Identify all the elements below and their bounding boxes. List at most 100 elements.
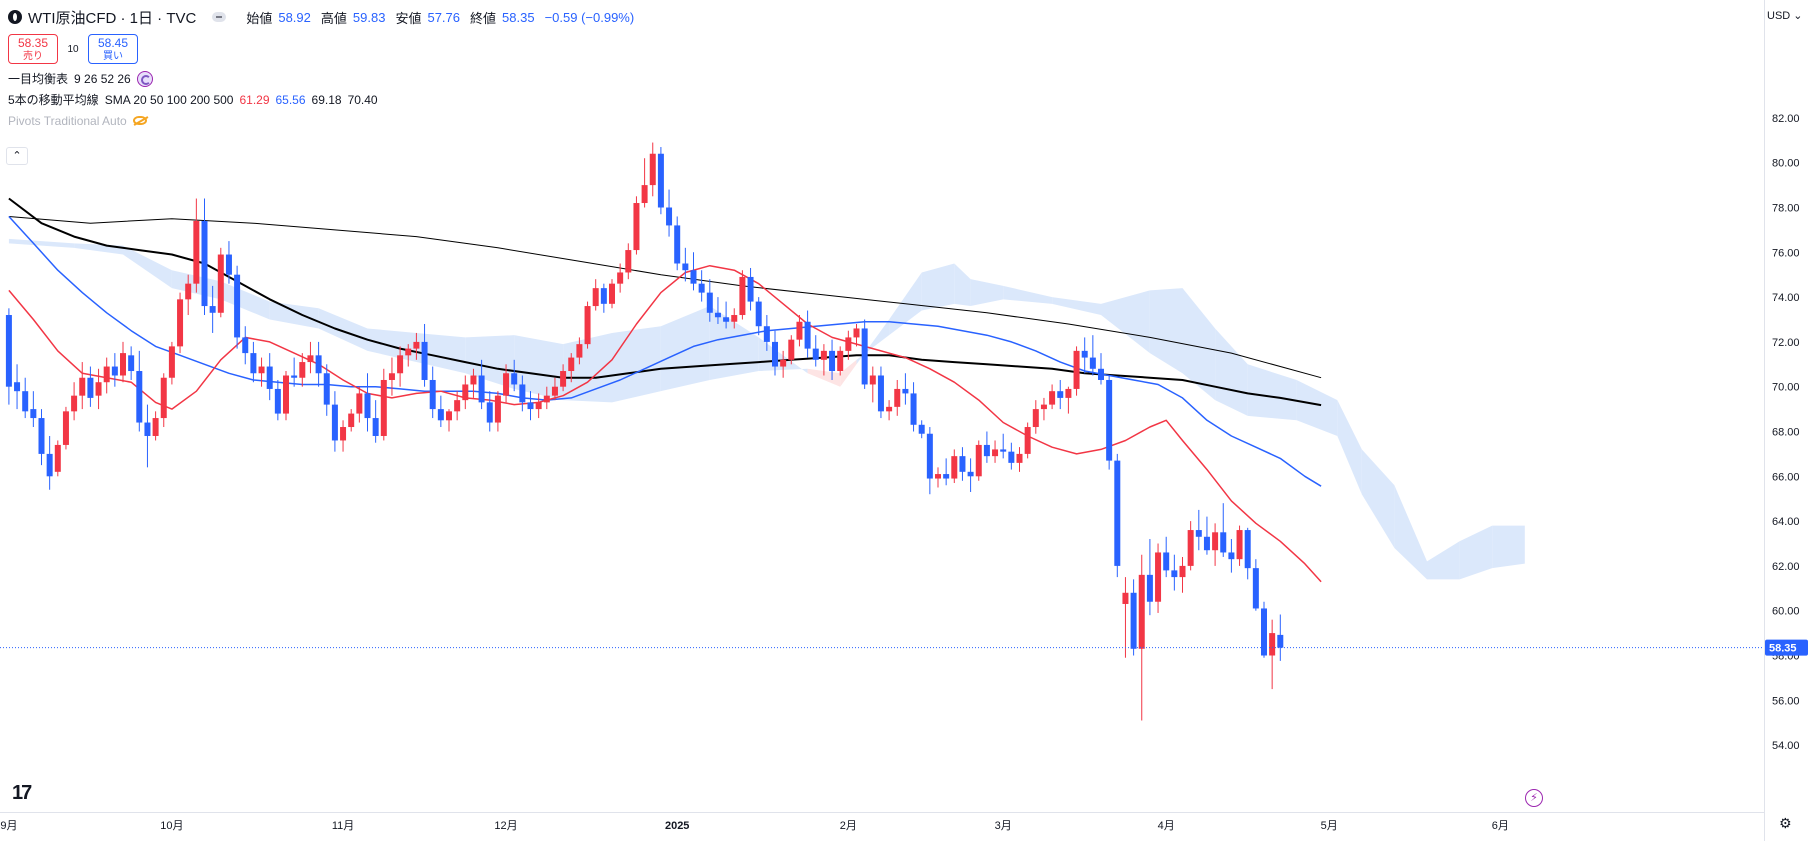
candle-body [87, 377, 94, 398]
candle [201, 198, 208, 316]
cloud-segment [465, 335, 515, 389]
candle-body [511, 373, 518, 385]
bolt-icon[interactable]: ⚡ [1525, 789, 1543, 807]
candle-body [307, 355, 314, 363]
candle [429, 366, 436, 419]
currency-selector[interactable]: USD ⌄ [1767, 9, 1803, 22]
candle [625, 243, 632, 280]
tradingview-logo-icon[interactable]: 17 [12, 782, 32, 804]
x-tick-label: 10月 [160, 820, 183, 832]
candle [1000, 433, 1007, 459]
candle-body [584, 306, 591, 345]
y-tick-label: 80.00 [1772, 158, 1800, 170]
candle [918, 420, 925, 439]
ma-name: 5本の移動平均線 [8, 93, 99, 107]
low-value: 57.76 [427, 9, 461, 25]
y-tick-label: 66.00 [1772, 471, 1800, 483]
sell-button[interactable]: 58.35 売り [8, 34, 58, 64]
x-tick-label: 11月 [332, 820, 354, 832]
cloud-segment [269, 301, 319, 329]
candle [535, 393, 542, 419]
x-tick-label: 2025 [665, 820, 689, 832]
candle [315, 341, 322, 387]
candle [1008, 442, 1015, 470]
indicator-ma[interactable]: 5本の移動平均線 SMA 20 50 100 200 500 61.29 65.… [8, 89, 634, 110]
candle [1146, 539, 1153, 616]
candle-body [1163, 552, 1170, 571]
open-label: 始値 [246, 10, 273, 26]
indicator-ichimoku[interactable]: 一目均衡表 9 26 52 26 [8, 68, 634, 89]
candle-body [1032, 409, 1039, 428]
buy-button[interactable]: 58.45 買い [88, 34, 138, 64]
candle-body [79, 377, 86, 396]
candle-body [649, 153, 656, 186]
candle-body [177, 299, 184, 347]
candle-body [812, 348, 819, 360]
candle-body [788, 339, 795, 360]
candle [772, 330, 778, 376]
candle [576, 337, 583, 365]
candle-body [1212, 532, 1219, 551]
candle [845, 330, 852, 360]
low-label: 安値 [395, 10, 422, 26]
candle-body [943, 474, 950, 479]
candle-body [1195, 530, 1202, 537]
candle [1114, 453, 1121, 578]
eye-hidden-icon[interactable] [132, 116, 147, 125]
pivots-name: Pivots Traditional Auto [8, 113, 127, 128]
cloud-segment [563, 332, 612, 403]
candle [397, 346, 404, 387]
candle-body [405, 348, 412, 356]
candle-body [918, 424, 925, 434]
candle-body [103, 366, 110, 383]
cloud-segment [1215, 328, 1248, 416]
candle-body [242, 337, 249, 354]
candle-body [1244, 530, 1251, 569]
x-tick-label: 2月 [840, 820, 857, 832]
candle-body [935, 474, 941, 479]
candle-body [152, 418, 159, 436]
candle [763, 315, 770, 351]
symbol-title[interactable]: WTI原油CFD · 1日 · TVC [28, 9, 197, 27]
candle-body [1171, 570, 1178, 578]
indicator-pivots[interactable]: Pivots Traditional Auto [8, 110, 634, 131]
cloud-segment [1296, 379, 1338, 436]
candle-body [1000, 449, 1007, 452]
candle-body [666, 207, 673, 226]
candle [54, 440, 61, 477]
candle-body [894, 388, 901, 407]
candle [22, 377, 29, 419]
candle [128, 346, 135, 380]
y-tick-label: 64.00 [1772, 516, 1800, 528]
market-status-icon[interactable] [212, 12, 227, 22]
candle-body [111, 366, 118, 376]
cloud-segment [1182, 288, 1216, 401]
candle-body [1228, 552, 1235, 560]
candle [698, 270, 705, 302]
cloud-segment [612, 326, 661, 403]
candle [551, 377, 558, 401]
candle-body [1065, 388, 1072, 398]
sell-price: 58.35 [17, 36, 49, 50]
cloud-segment [1337, 400, 1362, 495]
candle-body [723, 317, 730, 322]
candle [136, 350, 143, 432]
gear-icon[interactable]: ⚙ [1779, 815, 1792, 831]
candle [877, 366, 884, 419]
candle [356, 386, 363, 423]
candle-body [388, 373, 395, 380]
last-price-tag-bg [1765, 639, 1808, 656]
candle-body [682, 263, 689, 271]
candle [641, 158, 648, 208]
candle-body [274, 388, 281, 414]
cloud-segment [123, 245, 172, 289]
sma200-line [8, 216, 1322, 379]
candle [217, 247, 224, 318]
candle [291, 357, 298, 387]
change-value: −0.59 (−0.99%) [544, 9, 635, 25]
collapse-legend-button[interactable]: ⌃ [6, 147, 28, 165]
sync-icon[interactable] [136, 70, 153, 87]
candle-body [886, 406, 893, 412]
buy-price: 58.45 [97, 36, 129, 50]
